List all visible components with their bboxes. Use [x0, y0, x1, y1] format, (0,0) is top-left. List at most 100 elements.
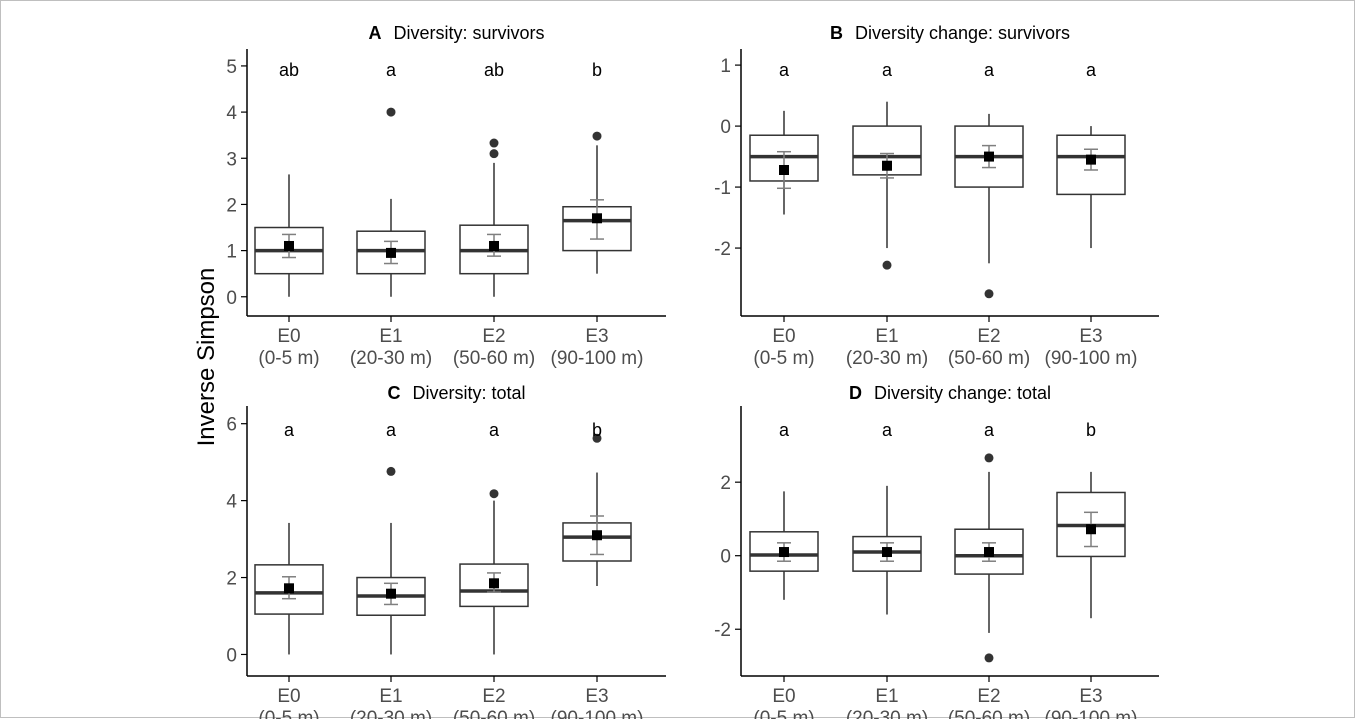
significance-letter: a — [386, 420, 397, 440]
x-category-sublabel: (20-30 m) — [846, 708, 928, 719]
panel-c: C Diversity: total 0 2 4 6 E0(0-5 m) a E1(20-30 … — [226, 383, 666, 719]
significance-letter: ab — [279, 60, 299, 80]
significance-letter: a — [779, 420, 790, 440]
y-tick-label: 4 — [226, 492, 237, 513]
x-category-sublabel: (50-60 m) — [453, 708, 535, 719]
mean-marker — [779, 547, 789, 558]
x-category-label: E3 — [585, 326, 608, 347]
mean-marker — [779, 164, 789, 175]
x-category-label: E3 — [1079, 686, 1102, 707]
x-category-label: E1 — [875, 686, 898, 707]
panel-letter: B — [830, 23, 843, 43]
outlier-point — [489, 489, 499, 499]
y-tick-label: 1 — [226, 242, 237, 263]
y-tick-label: 3 — [226, 149, 237, 170]
x-category-label: E3 — [585, 686, 608, 707]
mean-marker — [386, 247, 396, 258]
y-tick-label: -2 — [714, 239, 731, 260]
panel-d: D Diversity change: total -2 0 2 E0(0-5 m) a E1… — [714, 383, 1159, 719]
y-axis-label: Inverse Simpson — [193, 268, 220, 447]
x-category-sublabel: (50-60 m) — [948, 708, 1030, 719]
panel-title-text: Diversity change: total — [874, 383, 1051, 403]
x-category-sublabel: (0-5 m) — [753, 348, 814, 369]
x-category-sublabel: (20-30 m) — [350, 708, 432, 719]
mean-marker — [984, 151, 994, 162]
y-tick-label: 2 — [226, 195, 237, 216]
x-category-sublabel: (20-30 m) — [350, 348, 432, 369]
significance-letter: a — [489, 420, 500, 440]
mean-marker — [882, 160, 892, 171]
x-category-label: E0 — [277, 686, 300, 707]
outlier-point — [592, 131, 602, 141]
outlier-point — [386, 107, 396, 117]
mean-marker — [984, 547, 994, 558]
y-tick-label: 0 — [720, 117, 731, 138]
mean-marker — [592, 530, 602, 541]
x-category-label: E0 — [277, 326, 300, 347]
y-tick-label: 6 — [226, 415, 237, 436]
y-tick-label: 0 — [226, 645, 237, 666]
panel-title-text: Diversity: survivors — [393, 23, 544, 43]
x-category-sublabel: (50-60 m) — [453, 348, 535, 369]
x-category-label: E1 — [379, 686, 402, 707]
outlier-point — [984, 453, 994, 463]
x-category-label: E2 — [482, 326, 505, 347]
y-tick-label: -1 — [714, 178, 731, 199]
panel-letter: A — [368, 23, 381, 43]
y-tick-label: -2 — [714, 620, 731, 641]
significance-letter: b — [1086, 420, 1096, 440]
y-tick-label: 4 — [226, 103, 237, 124]
significance-letter: ab — [484, 60, 504, 80]
significance-letter: a — [284, 420, 295, 440]
x-category-label: E2 — [482, 686, 505, 707]
significance-letter: a — [386, 60, 397, 80]
x-category-sublabel: (90-100 m) — [1045, 348, 1138, 369]
significance-letter: a — [779, 60, 790, 80]
x-category-sublabel: (0-5 m) — [258, 708, 319, 719]
x-category-sublabel: (20-30 m) — [846, 348, 928, 369]
significance-letter: a — [882, 60, 893, 80]
panel-title-text: Diversity: total — [412, 383, 525, 403]
mean-marker — [489, 578, 499, 589]
outlier-point — [386, 466, 396, 476]
x-category-sublabel: (0-5 m) — [258, 348, 319, 369]
y-tick-label: 1 — [720, 56, 731, 77]
panel-title: B Diversity change: survivors — [830, 23, 1070, 43]
mean-marker — [1086, 524, 1096, 535]
x-category-label: E2 — [977, 686, 1000, 707]
y-tick-label: 2 — [720, 473, 731, 494]
x-category-label: E1 — [875, 326, 898, 347]
mean-marker — [284, 240, 294, 251]
y-tick-label: 5 — [226, 57, 237, 78]
outlier-point — [882, 260, 892, 270]
significance-letter: a — [1086, 60, 1097, 80]
mean-marker — [1086, 154, 1096, 165]
significance-letter: a — [882, 420, 893, 440]
x-category-sublabel: (50-60 m) — [948, 348, 1030, 369]
mean-marker — [489, 240, 499, 251]
significance-letter: b — [592, 420, 602, 440]
panel-b: B Diversity change: survivors -2 -1 0 1 E0(0-5… — [714, 23, 1159, 369]
panel-letter: C — [387, 383, 400, 403]
panel-letter: D — [849, 383, 862, 403]
outlier-point — [489, 149, 499, 159]
outlier-point — [984, 653, 994, 663]
x-category-label: E2 — [977, 326, 1000, 347]
y-tick-label: 2 — [226, 569, 237, 590]
outlier-point — [489, 138, 499, 148]
x-category-sublabel: (90-100 m) — [551, 708, 644, 719]
x-category-label: E0 — [772, 686, 795, 707]
x-category-sublabel: (90-100 m) — [551, 348, 644, 369]
x-category-sublabel: (0-5 m) — [753, 708, 814, 719]
outlier-point — [592, 433, 602, 443]
panel-title-text: Diversity change: survivors — [855, 23, 1070, 43]
x-category-sublabel: (90-100 m) — [1045, 708, 1138, 719]
panel-title: D Diversity change: total — [849, 383, 1051, 403]
significance-letter: a — [984, 60, 995, 80]
x-category-label: E0 — [772, 326, 795, 347]
panel-title: A Diversity: survivors — [368, 23, 544, 43]
x-category-label: E1 — [379, 326, 402, 347]
x-category-label: E3 — [1079, 326, 1102, 347]
